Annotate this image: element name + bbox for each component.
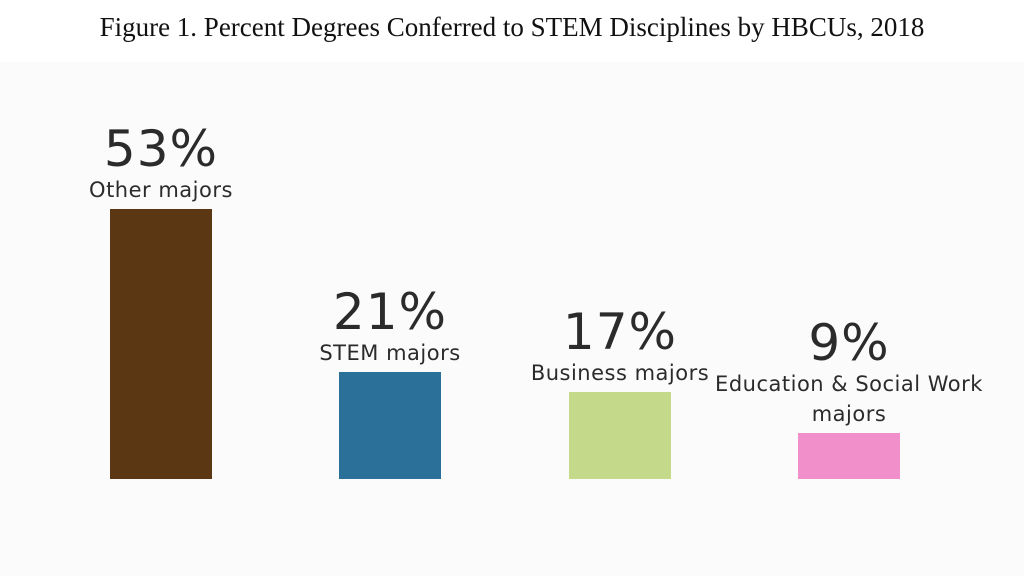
bar bbox=[569, 392, 671, 479]
category-label: STEM majors bbox=[319, 341, 461, 366]
value-label: 21% bbox=[332, 283, 448, 342]
bar bbox=[798, 433, 900, 479]
bar bbox=[110, 209, 212, 479]
value-label: 17% bbox=[562, 303, 678, 362]
bar-label: 17% Business majors bbox=[480, 306, 760, 388]
bar-label: 9% Education & Social Work majors bbox=[709, 317, 989, 429]
bar bbox=[339, 372, 441, 479]
bar-label: 21% STEM majors bbox=[250, 286, 530, 368]
plot-area: 53% Other majors 21% STEM majors 17% Business… bbox=[0, 62, 1024, 576]
category-label: Other majors bbox=[89, 178, 233, 202]
bar-label: 53% Other majors bbox=[21, 123, 301, 205]
category-label: Business majors bbox=[530, 361, 710, 386]
value-label: 53% bbox=[103, 120, 219, 178]
category-label: Education & Social Work majors bbox=[715, 372, 983, 427]
value-label: 9% bbox=[808, 314, 890, 373]
chart-title: Figure 1. Percent Degrees Conferred to S… bbox=[99, 12, 925, 42]
